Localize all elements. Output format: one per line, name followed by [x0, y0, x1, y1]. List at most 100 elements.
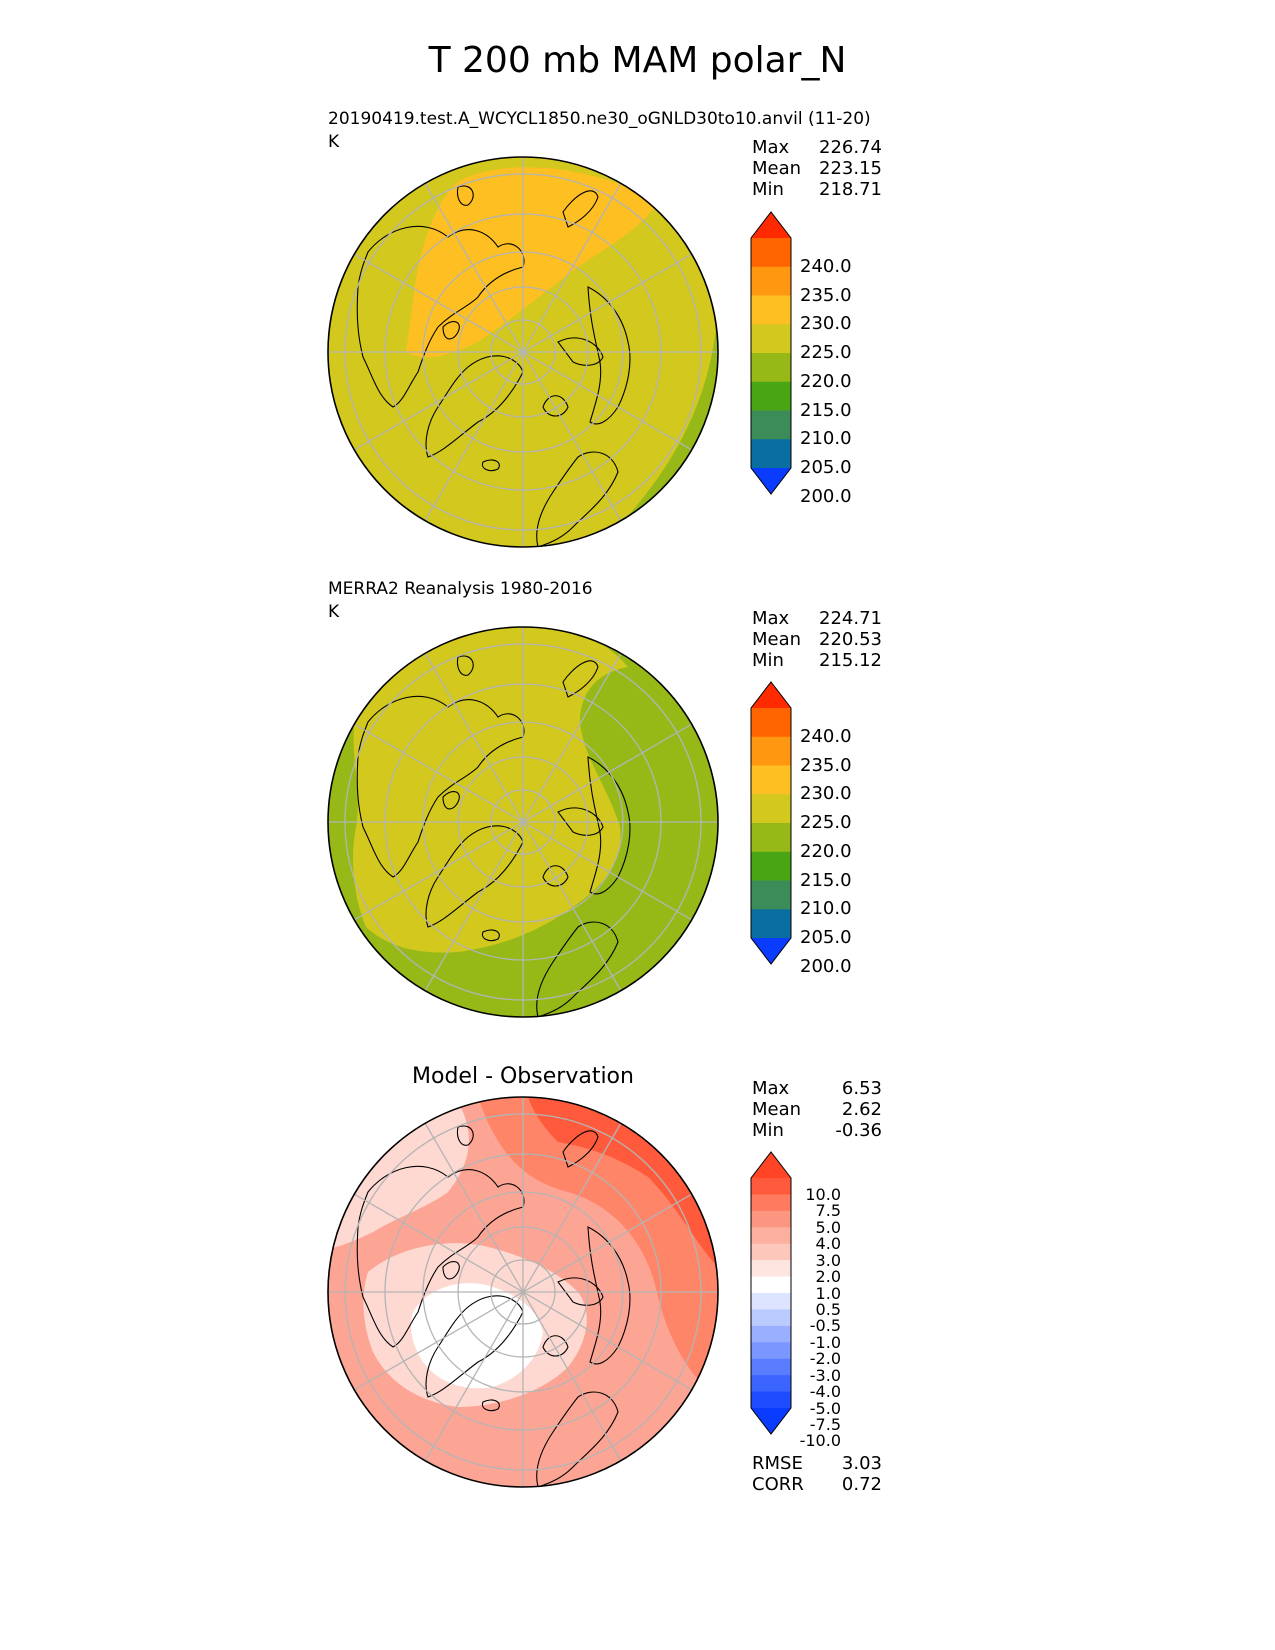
panel1-stat-max: Max 226.74	[752, 137, 882, 159]
field-region-minus0.5-0.5	[411, 1283, 543, 1389]
colorbar-tick-label: 215.0	[800, 869, 852, 891]
stat-label: Min	[752, 1120, 784, 1141]
colorbar-extend-max	[751, 212, 791, 238]
colorbar-bin	[751, 708, 791, 738]
stat-value: 223.15	[819, 158, 882, 179]
stat-value: 6.53	[841, 1078, 882, 1099]
colorbar-tick-label: 4.0	[815, 1234, 841, 1254]
panel2-units: K	[328, 602, 340, 622]
stat-label: Mean	[752, 1099, 802, 1120]
map-boundary	[327, 156, 719, 548]
metric-value: 3.03	[841, 1453, 882, 1474]
colorbar-tick-label: -4.0	[809, 1382, 841, 1402]
colorbar-tick-label: 225.0	[800, 342, 852, 363]
graticule	[328, 157, 718, 547]
colorbar-bin	[751, 794, 791, 824]
colorbar-outline	[750, 211, 792, 495]
coastlines	[356, 1125, 631, 1487]
colorbar-bin	[751, 1243, 791, 1261]
panel1-stat-mean: Mean 223.15	[752, 158, 882, 180]
field-region-220-225	[353, 627, 628, 953]
page-title: T 200 mb MAM polar_N	[428, 40, 847, 81]
colorbar-tick-label: 210.0	[800, 428, 852, 450]
colorbar-bin	[751, 439, 791, 469]
colorbar-tick-label: -3.0	[809, 1365, 841, 1385]
panel3-stat-min: Min -0.36	[752, 1120, 882, 1142]
panel2-stat-min: Min 215.12	[752, 650, 882, 672]
metric-label: RMSE	[752, 1453, 803, 1474]
panel2-polar-map	[327, 626, 719, 1018]
colorbar-tick-label: 1.0	[815, 1283, 841, 1303]
colorbar-bin	[751, 1309, 791, 1327]
colorbar-tick-label: -0.5	[809, 1316, 841, 1336]
colorbar-bin	[751, 1276, 791, 1294]
panel2-stat-max: Max 224.71	[752, 608, 882, 630]
colorbar-bin	[751, 1342, 791, 1360]
panel2-subtitle: MERRA2 Reanalysis 1980-2016	[328, 579, 593, 599]
metric-value: 0.72	[841, 1474, 882, 1495]
colorbar-tick-label: -5.0	[809, 1398, 841, 1418]
colorbar-bin	[751, 1325, 791, 1343]
colorbar-bin	[751, 324, 791, 354]
graticule	[328, 627, 718, 1017]
field-region-225-230	[406, 167, 658, 358]
panel2-colorbar	[750, 681, 792, 965]
colorbar-extend-min	[751, 938, 791, 964]
colorbar-tick-label: 3.0	[815, 1250, 841, 1270]
stat-value: -0.36	[835, 1120, 882, 1141]
stat-label: Max	[752, 608, 790, 629]
stat-label: Max	[752, 137, 790, 158]
colorbar-tick-label: 2.0	[815, 1267, 841, 1287]
panel2-stat-mean: Mean 220.53	[752, 629, 882, 651]
colorbar-bin	[751, 909, 791, 939]
stat-value: 220.53	[819, 629, 882, 650]
colorbar-bin	[751, 1375, 791, 1393]
colorbar-bin	[751, 1260, 791, 1278]
colorbar-tick-label: 240.0	[800, 725, 852, 747]
colorbar-bin	[751, 266, 791, 296]
colorbar-extend-max	[751, 1152, 791, 1178]
panel1-colorbar	[750, 211, 792, 495]
graticule	[328, 1097, 718, 1487]
panel1-units: K	[328, 132, 340, 152]
colorbar-tick-label: 220.0	[800, 840, 852, 862]
colorbar-tick-label: 235.0	[800, 284, 852, 306]
colorbar-tick-label: 205.0	[800, 457, 852, 478]
stat-label: Max	[752, 1078, 790, 1099]
stat-value: 226.74	[819, 137, 882, 158]
colorbar-bin	[751, 765, 791, 795]
colorbar-tick-label: 10.0	[805, 1184, 841, 1204]
stat-label: Min	[752, 179, 784, 200]
colorbar-bin	[751, 851, 791, 881]
coastlines	[356, 655, 631, 1017]
colorbar-extend-min	[751, 468, 791, 494]
colorbar-bin	[751, 880, 791, 910]
colorbar-bin	[751, 410, 791, 440]
colorbar-tick-label: 200.0	[800, 955, 852, 977]
colorbar-extend-min	[751, 1408, 791, 1434]
colorbar-tick-label: -10.0	[799, 1431, 841, 1451]
colorbar-outline	[750, 1151, 792, 1435]
colorbar-bin	[751, 823, 791, 853]
panel1-polar-map	[327, 156, 719, 548]
colorbar-bin	[751, 1293, 791, 1310]
colorbar-tick-label: -7.5	[809, 1414, 841, 1434]
colorbar-bin	[751, 238, 791, 268]
colorbar-tick-label: -2.0	[809, 1349, 841, 1369]
stat-value: 2.62	[841, 1099, 882, 1120]
stat-label: Mean	[752, 629, 802, 650]
colorbar-tick-label: 240.0	[800, 255, 852, 277]
colorbar-bin	[751, 1358, 791, 1376]
colorbar-tick-label: 205.0	[800, 927, 852, 948]
colorbar-bin	[751, 736, 791, 766]
colorbar-bin	[751, 295, 791, 325]
panel3-stat-mean: Mean 2.62	[752, 1099, 882, 1121]
panel1-stat-min: Min 218.71	[752, 179, 882, 201]
panel3-metric-corr: CORR 0.72	[752, 1474, 882, 1496]
colorbar-bin	[751, 1178, 791, 1195]
colorbar-bin	[751, 1194, 791, 1212]
panel3-stat-max: Max 6.53	[752, 1078, 882, 1100]
panel3-title: Model - Observation	[412, 1064, 634, 1089]
colorbar-tick-label: 235.0	[800, 754, 852, 776]
colorbar-tick-label: 200.0	[800, 485, 852, 507]
